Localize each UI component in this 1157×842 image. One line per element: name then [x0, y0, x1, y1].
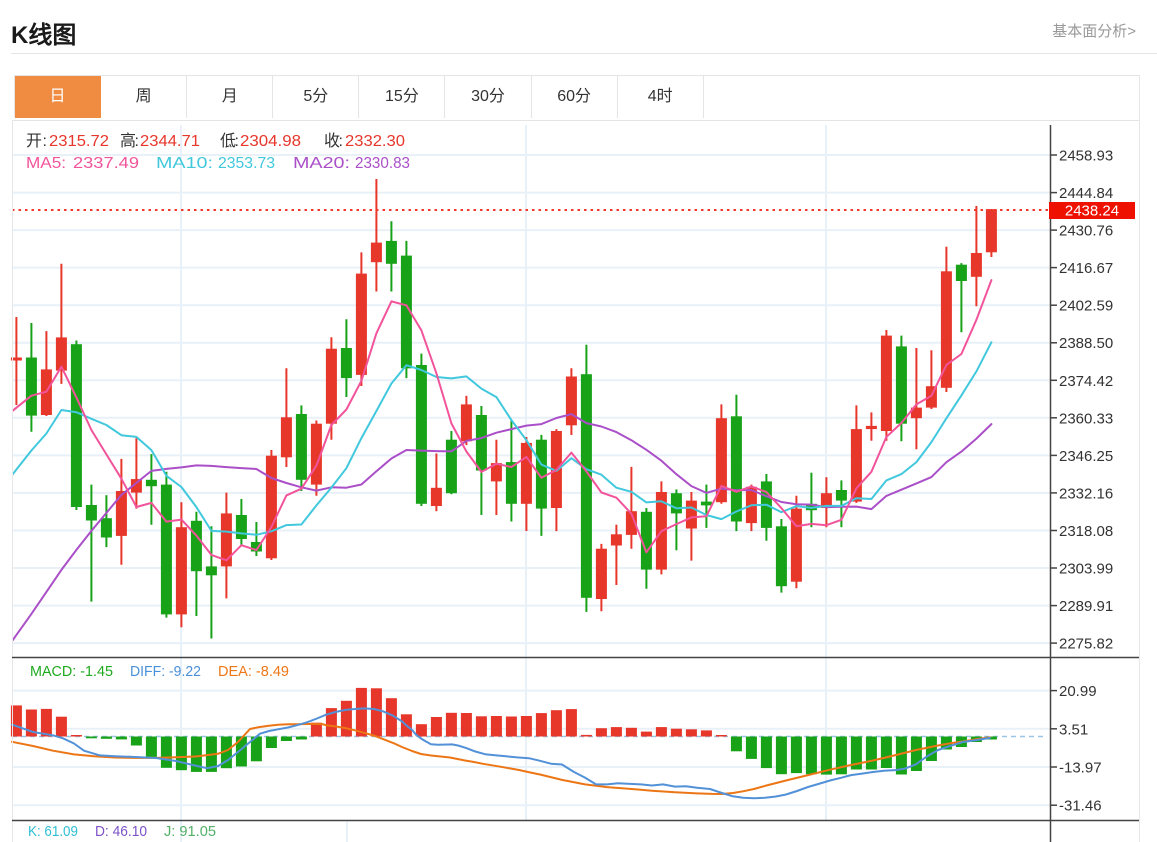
svg-text:2318.08: 2318.08: [1059, 523, 1113, 540]
svg-text:开:2315.72高:2344.71低:2304.98收:2: 开: 2315.72 高:2344.71 低:2304.98 收: 2332.30: [26, 132, 405, 150]
svg-text:2346.25: 2346.25: [1059, 448, 1113, 465]
svg-text:2332.16: 2332.16: [1059, 485, 1113, 502]
svg-text:3.51: 3.51: [1059, 721, 1088, 738]
svg-text:-31.46: -31.46: [1059, 798, 1102, 815]
svg-text:2303.99: 2303.99: [1059, 561, 1113, 578]
svg-text:D: 46.10: D: 46.10: [95, 823, 147, 840]
svg-text:K: 61.09: K: 61.09: [28, 823, 78, 840]
svg-text:2275.82: 2275.82: [1059, 636, 1113, 653]
svg-text:-13.97: -13.97: [1059, 760, 1102, 777]
svg-text:2438.24: 2438.24: [1065, 203, 1119, 220]
svg-text:2360.33: 2360.33: [1059, 410, 1113, 427]
svg-text:20.99: 20.99: [1059, 683, 1097, 700]
svg-text:2416.67: 2416.67: [1059, 260, 1113, 277]
svg-text:2430.76: 2430.76: [1059, 223, 1113, 240]
svg-text:DIFF: -9.22: DIFF: -9.22: [130, 663, 201, 680]
svg-text:2289.91: 2289.91: [1059, 598, 1113, 615]
svg-text:2458.93: 2458.93: [1059, 148, 1113, 165]
svg-text:J: 91.05: J: 91.05: [164, 823, 216, 840]
svg-text:2402.59: 2402.59: [1059, 298, 1113, 315]
svg-text:DEA: -8.49: DEA: -8.49: [218, 663, 289, 680]
svg-text:2374.42: 2374.42: [1059, 373, 1113, 390]
svg-text:MACD: -1.45: MACD: -1.45: [30, 663, 113, 680]
svg-text:2444.84: 2444.84: [1059, 185, 1113, 202]
svg-text:2388.50: 2388.50: [1059, 335, 1113, 352]
